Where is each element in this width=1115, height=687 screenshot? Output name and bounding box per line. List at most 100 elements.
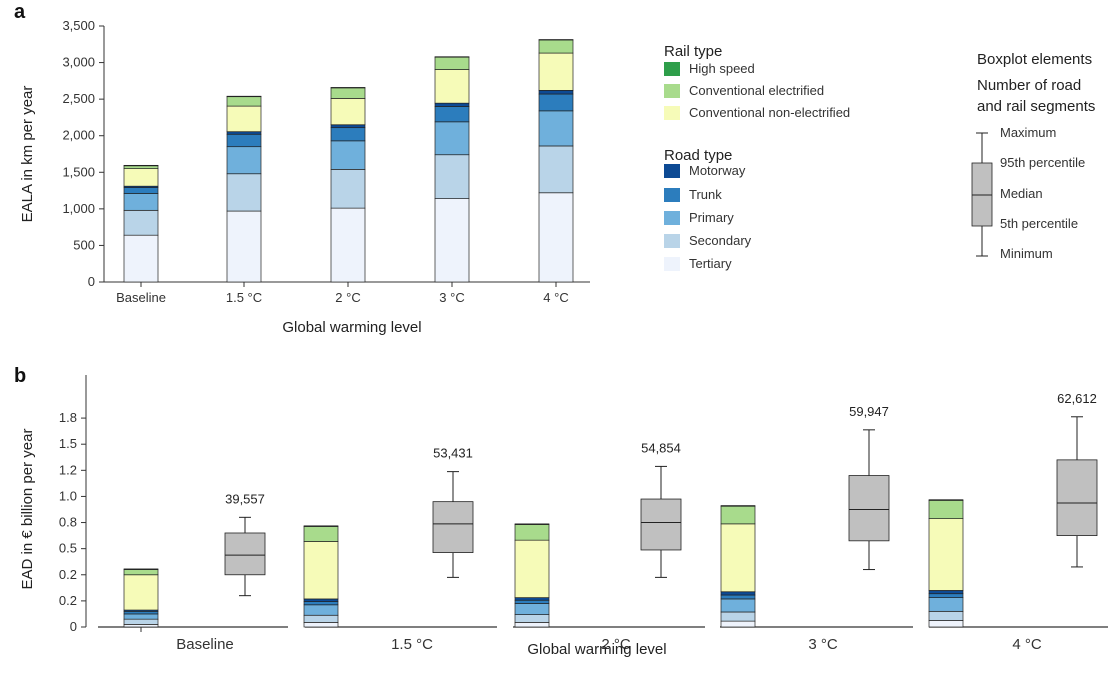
legend-label-high-speed: High speed: [689, 61, 755, 76]
bar-b-conventional-electrified: [303, 526, 339, 542]
legend-swatch-trunk: [664, 188, 680, 202]
panel-a-y-axis-label: EALA in km per year: [19, 86, 36, 223]
bar-b-motorway: [514, 597, 550, 601]
panel-a-y-tick-label: 1,500: [62, 164, 95, 179]
bar-b-tertiary: [928, 620, 964, 628]
bar-a-conventional-non-electrified: [226, 105, 262, 133]
bar-b-tertiary: [123, 624, 159, 628]
bar-a-trunk: [330, 127, 366, 142]
legend-swatch-conventional-electrified: [664, 84, 680, 98]
legend-swatch-secondary: [664, 234, 680, 248]
bar-b-conventional-non-electrified: [303, 541, 339, 600]
panel-b-y-tick-label: 1.0: [59, 488, 77, 503]
bar-b-conventional-non-electrified: [928, 518, 964, 591]
bar-b-secondary: [303, 614, 339, 623]
bar-b-high-speed: [720, 505, 756, 507]
boxplot-box: [640, 498, 682, 551]
panel-a-y-tick-label: 2,000: [62, 128, 95, 143]
legend-label-tertiary: Tertiary: [689, 256, 732, 271]
bar-a-motorway: [226, 131, 262, 135]
bar-b-motorway: [720, 591, 756, 596]
bar-b-trunk: [123, 610, 159, 615]
legend-boxplot-subtitle: Number of road: [977, 77, 1081, 94]
panel-b-chart: b 0 0.2 0.2 0.5 0.8 1.0 1.2 1.5 1.8 Baseline 39,557…: [14, 365, 1108, 658]
bar-b-secondary: [123, 618, 159, 625]
bar-a-secondary: [330, 169, 366, 209]
bar-a-high-speed: [538, 39, 574, 41]
bar-a-tertiary: [123, 234, 159, 283]
bar-b-tertiary: [514, 622, 550, 628]
bar-a-motorway: [330, 124, 366, 129]
legend-label-conventional-electrified: Conventional electrified: [689, 83, 824, 98]
legend-label-trunk: Trunk: [689, 187, 722, 202]
bar-a-primary: [434, 121, 470, 156]
bar-b-high-speed: [123, 568, 159, 570]
bar-a-trunk: [123, 187, 159, 194]
legend-boxplot-title: Boxplot elements: [977, 51, 1092, 68]
panel-a-x-tick-label: 2 °C: [335, 290, 360, 305]
bar-b-tertiary: [720, 620, 756, 628]
boxplot-box: [432, 501, 474, 553]
panel-a-x-tick-label: 3 °C: [439, 290, 464, 305]
bar-a-conventional-non-electrified: [538, 52, 574, 91]
boxplot-box: [848, 475, 890, 542]
bar-a-trunk: [226, 133, 262, 148]
panel-a-y-tick-label: 1,000: [62, 201, 95, 216]
bar-a-conventional-electrified: [434, 56, 470, 70]
panel-a-y-tick-label: 3,000: [62, 55, 95, 70]
bar-b-secondary: [514, 614, 550, 623]
bar-a-secondary: [226, 173, 262, 212]
boxplot-count-label: 59,947: [849, 404, 889, 419]
panel-b-x-axis-label: Global warming level: [527, 641, 666, 658]
bar-b-high-speed: [514, 523, 550, 525]
boxplot-count-label: 53,431: [433, 446, 473, 461]
legend-rail-title: Rail type: [664, 43, 722, 60]
bar-a-trunk: [434, 106, 470, 123]
legend-boxplot-label-median: Median: [1000, 186, 1043, 201]
legend-boxplot-label-5th-percentile: 5th percentile: [1000, 216, 1078, 231]
bar-a-conventional-non-electrified: [123, 168, 159, 187]
bar-a-tertiary: [538, 192, 574, 283]
legend-swatch-motorway: [664, 164, 680, 178]
boxplot-count-label: 54,854: [641, 440, 681, 455]
bar-b-motorway: [928, 590, 964, 595]
bar-a-high-speed: [434, 56, 470, 58]
panel-b-y-tick-label: 0.2: [59, 567, 77, 582]
panel-b-y-tick-label: 1.8: [59, 410, 77, 425]
bar-b-primary: [303, 604, 339, 616]
legend-label-conventional-non-electrified: Conventional non-electrified: [689, 105, 850, 120]
bar-a-tertiary: [330, 207, 366, 283]
panel-b-x-tick-label: 1.5 °C: [391, 636, 433, 653]
bar-a-primary: [330, 140, 366, 170]
panel-a-x-tick-label: Baseline: [116, 290, 166, 305]
panel-b-y-axis-label: EAD in € billion per year: [19, 429, 36, 590]
boxplot-box: [224, 532, 266, 576]
panel-a-y-tick-label: 2,500: [62, 91, 95, 106]
bar-b-high-speed: [928, 499, 964, 501]
panel-b-x-tick-label: Baseline: [176, 636, 234, 653]
panel-a-chart: a 0 500 1,000 1,500 2,000 2,500 3,000 3,500 Basel…: [14, 1, 590, 336]
bar-b-conventional-electrified: [123, 569, 159, 576]
bar-b-conventional-non-electrified: [720, 523, 756, 593]
panel-a-y-tick-label: 500: [73, 237, 95, 252]
bar-a-trunk: [538, 93, 574, 112]
bar-a-tertiary: [434, 198, 470, 283]
legend-boxplot-label-minimum: Minimum: [1000, 246, 1053, 261]
bar-b-conventional-electrified: [514, 524, 550, 541]
panel-a-x-tick-label: 1.5 °C: [226, 290, 262, 305]
legend-swatch-primary: [664, 211, 680, 225]
legend-boxplot-subtitle: and rail segments: [977, 98, 1095, 115]
bar-a-high-speed: [330, 87, 366, 89]
legend-swatch-conventional-non-electrified: [664, 106, 680, 120]
bar-a-secondary: [123, 209, 159, 236]
panel-a-label: a: [14, 1, 26, 23]
panel-b-x-tick-label: 4 °C: [1012, 636, 1042, 653]
bar-a-tertiary: [226, 210, 262, 283]
panel-a-y-tick-label: 0: [88, 274, 95, 289]
legend-label-secondary: Secondary: [689, 233, 752, 248]
panel-b-x-tick-label: 3 °C: [808, 636, 838, 653]
bar-b-conventional-non-electrified: [514, 539, 550, 598]
bar-a-secondary: [434, 154, 470, 199]
